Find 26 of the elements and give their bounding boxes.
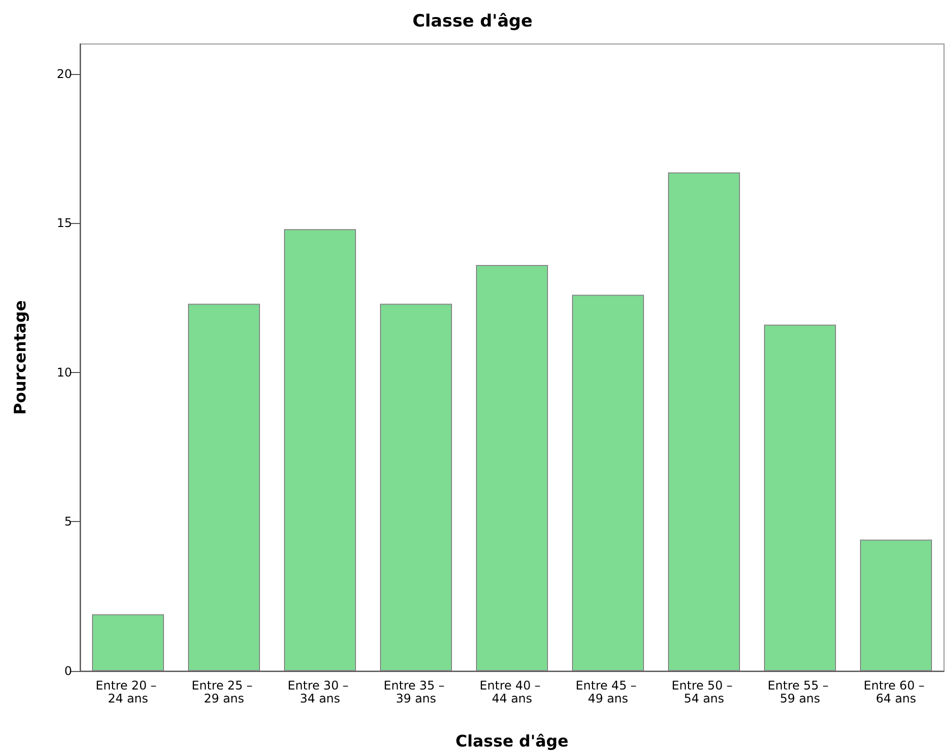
bar	[860, 540, 932, 671]
x-tick-label: Entre 60 – 64 ans	[864, 678, 928, 706]
bar	[92, 614, 164, 671]
x-tick-label: Entre 55 – 59 ans	[768, 678, 832, 706]
y-axis-title: Pourcentage	[10, 300, 30, 415]
x-tick-label: Entre 50 – 54 ans	[672, 678, 736, 706]
x-tick-label: Entre 45 – 49 ans	[576, 678, 640, 706]
bar	[764, 324, 836, 671]
y-tick-label: 0	[64, 664, 72, 678]
bar	[572, 294, 644, 671]
x-tick-label: Entre 40 – 44 ans	[480, 678, 544, 706]
x-tick-label: Entre 25 – 29 ans	[192, 678, 256, 706]
bar	[284, 229, 356, 671]
x-tick-label: Entre 35 – 39 ans	[384, 678, 448, 706]
x-tick-label: Entre 20 – 24 ans	[96, 678, 160, 706]
y-tick-label: 10	[56, 365, 72, 380]
bar	[668, 172, 740, 671]
x-axis-title: Classe d'âge	[456, 732, 569, 750]
bar	[188, 304, 260, 671]
bar	[476, 264, 548, 671]
y-tick-label: 5	[64, 514, 72, 529]
y-tick-label: 20	[56, 66, 72, 81]
chart-title: Classe d'âge	[412, 12, 533, 32]
x-tick-label: Entre 30 – 34 ans	[288, 678, 352, 706]
bar	[380, 304, 452, 671]
y-tick-label: 15	[56, 216, 72, 230]
